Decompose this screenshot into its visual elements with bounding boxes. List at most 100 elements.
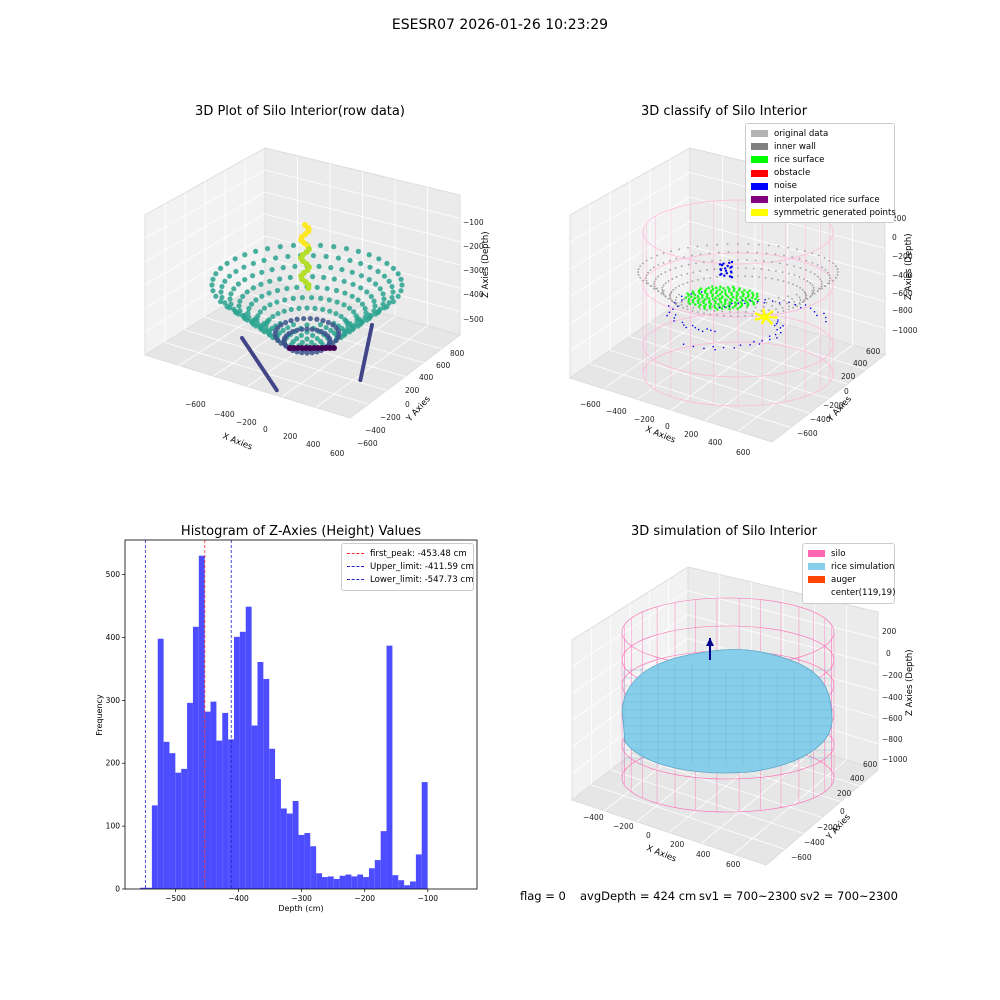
simulation-y-tick: −200 xyxy=(817,823,838,832)
raw-y-tick: −200 xyxy=(380,413,401,422)
histogram-bar xyxy=(151,805,158,889)
simulation-y-tick: −600 xyxy=(791,853,812,862)
simulation-x-tick: 600 xyxy=(726,860,741,869)
raw-z-tick: −200 xyxy=(463,242,484,251)
classify-3d-plot: −600 −400 −200 0 200 400 600 −600 −400 −… xyxy=(568,147,918,457)
legend-label: rice simulation xyxy=(831,561,895,572)
legend-label: Upper_limit: -411.59 cm xyxy=(370,561,474,572)
histogram-legend-entry: first_peak: -453.48 cm xyxy=(347,547,468,560)
simulation-x-tick: −200 xyxy=(613,822,634,831)
histogram-bar xyxy=(345,874,352,889)
legend-entry: symmetric generated points xyxy=(751,206,896,219)
simulation-legend: silo rice simulation auger center(119,19) xyxy=(802,543,895,604)
histogram-bar xyxy=(322,877,328,889)
simulation-z-tick: 0 xyxy=(886,649,891,658)
legend-entry: rice surface xyxy=(751,153,889,166)
classify-z-tick: −800 xyxy=(892,306,913,315)
histogram-bar xyxy=(339,875,346,889)
histogram-bar xyxy=(386,645,393,889)
histogram-bar xyxy=(374,860,381,889)
simulation-3d-plot: −400 −200 0 200 400 600 −600 −400 −200 0… xyxy=(570,566,915,869)
histogram-x-ticks: −500 −400 −300 −200 −100 xyxy=(165,889,438,903)
histogram-bar xyxy=(263,678,270,889)
simulation-z-tick: −1000 xyxy=(882,755,908,764)
raw-x-tick: 0 xyxy=(263,425,268,434)
histogram-bars xyxy=(140,555,428,889)
raw-x-tick: 600 xyxy=(330,449,345,458)
figure-title: ESESR07 2026-01-26 10:23:29 xyxy=(391,17,609,33)
histogram-bar xyxy=(228,739,235,889)
histogram-legend-entry: Upper_limit: -411.59 cm xyxy=(347,560,474,573)
raw-3d-grid xyxy=(144,155,461,408)
histogram-bar xyxy=(304,833,311,889)
legend-entry: noise xyxy=(751,180,889,193)
histogram-bar xyxy=(368,868,375,889)
histogram-chart: −500 −400 −300 −200 −100 0 100 200 300 400 500 De… xyxy=(95,539,478,913)
raw-plot-title: 3D Plot of Silo Interior(row data) xyxy=(195,104,405,119)
classify-x-tick: 200 xyxy=(684,430,699,439)
classify-x-tick: −200 xyxy=(634,415,655,424)
classify-y-tick: −200 xyxy=(823,401,844,410)
raw-y-tick: 200 xyxy=(405,386,420,395)
simulation-y-tick: 600 xyxy=(863,760,878,769)
histogram-bar xyxy=(363,877,369,889)
classify-x-tick: 0 xyxy=(665,422,670,431)
histogram-y-tick-label: 200 xyxy=(106,759,121,768)
histogram-y-tick-label: 400 xyxy=(106,633,121,642)
legend-entry: silo xyxy=(808,547,889,560)
raw-x-tick: −400 xyxy=(214,410,235,419)
legend-label: inner wall xyxy=(774,141,816,152)
histogram-bar xyxy=(310,846,317,889)
simulation-y-tick: −400 xyxy=(804,838,825,847)
histogram-y-tick-label: 100 xyxy=(106,822,121,831)
simulation-x-tick: 400 xyxy=(696,850,711,859)
simulation-rice-surface xyxy=(621,649,833,774)
classify-z-tick: 0 xyxy=(892,233,897,242)
classify-3d-points xyxy=(637,243,839,351)
legend-label: silo xyxy=(831,548,846,559)
histogram-bar xyxy=(357,874,364,889)
histogram-bar xyxy=(222,712,229,889)
legend-entry: interpolated rice surface xyxy=(751,193,889,206)
classify-y-tick: 200 xyxy=(841,372,856,381)
histogram-x-tick-label: −100 xyxy=(417,894,438,903)
histogram-bar xyxy=(275,778,281,889)
raw-x-tick: 200 xyxy=(283,432,298,441)
raw-y-tick: 0 xyxy=(405,400,410,409)
raw-y-label: Y Axies xyxy=(404,394,433,425)
legend-entry: rice simulation xyxy=(808,560,894,573)
histogram-bar xyxy=(198,555,205,889)
histogram-bar xyxy=(392,875,399,889)
histogram-bar xyxy=(169,753,176,889)
legend-entry: inner wall xyxy=(751,140,889,153)
legend-label: rice surface xyxy=(774,154,825,165)
histogram-x-label: Depth (cm) xyxy=(278,904,323,913)
simulation-z-tick: −400 xyxy=(882,693,903,702)
histogram-bar xyxy=(210,701,217,889)
classify-y-tick: 0 xyxy=(844,387,849,396)
histogram-bar xyxy=(380,831,387,889)
histogram-bar xyxy=(163,741,170,889)
histogram-legend: first_peak: -453.48 cm Upper_limit: -411.… xyxy=(341,543,474,591)
histogram-bar xyxy=(298,834,305,889)
auger-marker xyxy=(706,638,714,660)
simulation-z-tick: 200 xyxy=(882,627,897,636)
histogram-bar xyxy=(187,702,193,889)
histogram-bar xyxy=(239,631,246,889)
histogram-y-label: Frequency xyxy=(95,694,104,736)
classify-y-tick: −600 xyxy=(797,429,818,438)
histogram-bar xyxy=(234,636,240,889)
legend-label: interpolated rice surface xyxy=(774,194,880,205)
raw-y-tick: 600 xyxy=(436,361,451,370)
avg-depth-status: avgDepth = 424 cm xyxy=(580,889,697,903)
histogram-bar xyxy=(327,876,334,889)
histogram-bar xyxy=(140,887,147,889)
histogram-bar xyxy=(421,782,428,889)
histogram-bar xyxy=(404,885,411,889)
classify-legend: original data inner wall rice surface obsta… xyxy=(745,123,896,224)
histogram-bar xyxy=(292,800,299,889)
simulation-y-tick: 200 xyxy=(837,789,852,798)
classify-z-tick: 200 xyxy=(892,214,907,223)
histogram-title: Histogram of Z-Axies (Height) Values xyxy=(180,524,422,539)
legend-label: original data xyxy=(774,128,829,139)
